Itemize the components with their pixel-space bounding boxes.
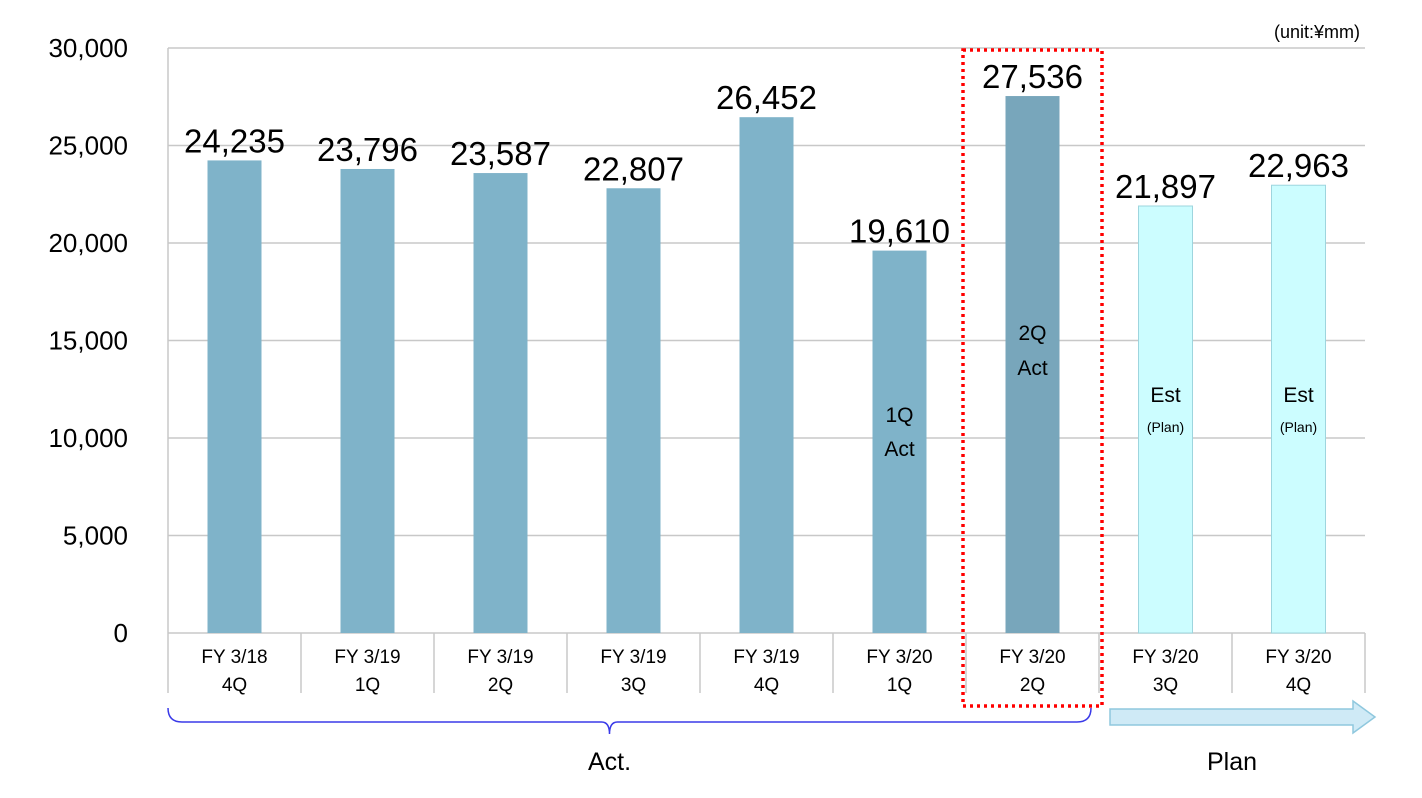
in-bar-label: Act [884,438,915,461]
in-bar-label: 2Q [1018,322,1046,345]
category-label-fy: FY 3/20 [1265,647,1331,668]
category-label-fy: FY 3/20 [999,647,1065,668]
category-label-quarter: 3Q [1153,675,1178,696]
bar-actual [473,173,528,633]
y-tick-label: 5,000 [63,521,128,551]
y-tick-label: 25,000 [48,131,128,161]
category-label-fy: FY 3/19 [600,647,666,668]
value-labels: 24,235 23,796 23,587 22,807 26,452 19,610 1Q Ac… [184,58,1349,461]
unit-label: (unit:¥mm) [1274,22,1360,42]
value-label: 22,963 [1248,147,1349,184]
bar-actual [207,160,262,634]
bars [207,96,1326,634]
in-bar-sublabel: (Plan) [1280,419,1317,435]
value-label: 23,587 [450,135,551,172]
y-tick-label: 10,000 [48,423,128,453]
category-label-quarter: 4Q [754,675,779,696]
value-label: 23,796 [317,131,418,168]
bar-plan [1271,184,1326,634]
in-bar-label: Act [1017,357,1048,380]
in-bar-label: Est [1150,384,1181,407]
value-label: 27,536 [982,58,1083,95]
value-label: 21,897 [1115,168,1216,205]
category-label-quarter: 2Q [488,675,513,696]
y-axis: 0 5,000 10,000 15,000 20,000 25,000 30,000 [48,33,169,693]
category-label-fy: FY 3/19 [334,647,400,668]
category-label-fy: FY 3/19 [467,647,533,668]
in-bar-label: 1Q [885,404,913,427]
category-label-fy: FY 3/20 [1132,647,1198,668]
y-tick-label: 0 [114,618,128,648]
value-label: 22,807 [583,150,684,187]
category-label-quarter: 4Q [1286,675,1311,696]
annotations: Act. Plan [167,48,1377,776]
group-label-plan: Plan [1207,748,1257,776]
bar-actual [340,168,395,633]
category-table: FY 3/18 4Q FY 3/19 1Q FY 3/19 2Q FY 3/19 3Q FY 3… [201,633,1366,696]
value-label: 24,235 [184,122,285,159]
y-tick-label: 15,000 [48,326,128,356]
category-label-quarter: 4Q [222,675,247,696]
bar-actual [739,117,794,634]
bar-plan [1138,205,1193,634]
bar-actual [606,188,661,634]
category-label-fy: FY 3/18 [201,647,267,668]
y-tick-label: 20,000 [48,228,128,258]
highlight-box [961,48,1104,708]
category-label-fy: FY 3/20 [866,647,932,668]
value-label: 26,452 [716,79,817,116]
category-label-quarter: 1Q [887,675,912,696]
y-tick-label: 30,000 [48,33,128,63]
actual-brace [167,707,1092,735]
category-label-fy: FY 3/19 [733,647,799,668]
bar-highlight [1005,96,1060,634]
in-bar-sublabel: (Plan) [1147,419,1184,435]
value-label: 19,610 [849,213,950,250]
category-label-quarter: 3Q [621,675,646,696]
in-bar-label: Est [1283,384,1314,407]
plan-arrow [1109,699,1377,735]
category-label-quarter: 1Q [355,675,380,696]
category-label-quarter: 2Q [1020,675,1045,696]
bar-actual [872,250,927,634]
group-label-actual: Act. [588,748,631,776]
